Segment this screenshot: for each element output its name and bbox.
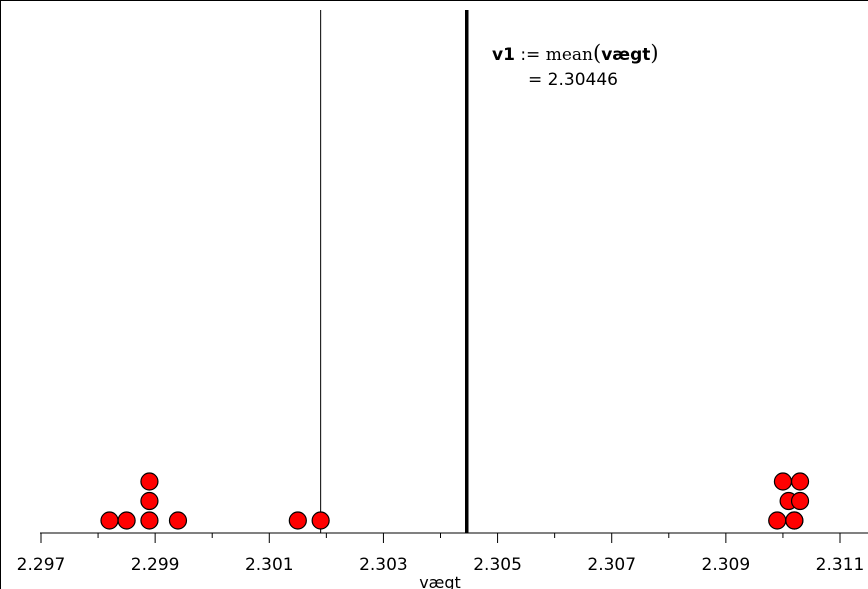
- x-axis-tick-label: 2.311: [816, 555, 865, 575]
- x-axis-tick-label: 2.297: [17, 555, 66, 575]
- formula-function: mean: [545, 45, 593, 65]
- data-point: [140, 491, 159, 511]
- x-axis-label: vægt: [419, 573, 461, 589]
- formula-assign-operator: :=: [520, 45, 541, 65]
- data-point: [288, 511, 307, 530]
- formula-variable: v1: [492, 45, 515, 65]
- formula-open-paren: (: [592, 41, 602, 65]
- formula-argument: vægt: [601, 45, 651, 65]
- data-point: [117, 511, 136, 530]
- x-axis-tick-label: 2.307: [587, 555, 636, 575]
- x-axis-tick-label: 2.303: [359, 555, 408, 575]
- x-axis-tick-label: 2.305: [473, 555, 522, 575]
- data-point: [168, 511, 188, 530]
- x-axis-tick-label: 2.299: [131, 555, 180, 575]
- data-point: [790, 491, 810, 511]
- formula-result-line: = 2.30446: [492, 68, 659, 93]
- data-point: [311, 511, 330, 530]
- formula-result-value: 2.30446: [547, 70, 618, 91]
- data-point: [140, 472, 159, 491]
- data-point: [773, 472, 793, 491]
- data-point: [785, 511, 804, 530]
- x-axis-tick-label: 2.301: [245, 555, 294, 575]
- data-point: [100, 511, 119, 530]
- data-point: [790, 472, 810, 491]
- data-point: [768, 511, 787, 530]
- mean-formula[interactable]: v1 := mean(vægt) = 2.30446: [492, 38, 659, 93]
- formula-close-paren: ): [650, 41, 659, 65]
- x-axis-tick-label: 2.309: [702, 555, 751, 575]
- formula-equals: =: [528, 70, 543, 91]
- data-point: [140, 511, 159, 530]
